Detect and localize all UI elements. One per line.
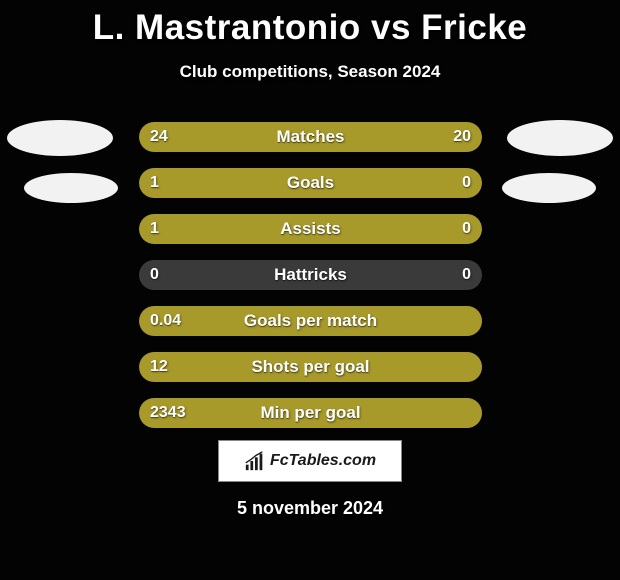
comparison-row: 10Goals [139,168,482,198]
metric-label: Min per goal [139,398,482,428]
player-left-avatar [7,120,113,156]
site-badge: FcTables.com [218,440,402,482]
team-left-avatar [24,173,118,203]
metric-label: Goals per match [139,306,482,336]
footer-date: 5 november 2024 [0,498,620,519]
metric-label: Assists [139,214,482,244]
comparison-rows: 2420Matches 10Goals 10Assists 00Hattricks 0.… [139,122,482,444]
team-right-avatar [502,173,596,203]
comparison-row: 00Hattricks [139,260,482,290]
site-badge-text: FcTables.com [270,452,376,470]
comparison-row: 10Assists [139,214,482,244]
fctables-logo-icon [244,450,266,472]
comparison-row: 12Shots per goal [139,352,482,382]
metric-label: Shots per goal [139,352,482,382]
metric-label: Matches [139,122,482,152]
comparison-row: 2343Min per goal [139,398,482,428]
comparison-row: 0.04Goals per match [139,306,482,336]
metric-label: Goals [139,168,482,198]
page-title: L. Mastrantonio vs Fricke [0,0,620,48]
page-subtitle: Club competitions, Season 2024 [0,62,620,82]
metric-label: Hattricks [139,260,482,290]
player-right-avatar [507,120,613,156]
comparison-row: 2420Matches [139,122,482,152]
